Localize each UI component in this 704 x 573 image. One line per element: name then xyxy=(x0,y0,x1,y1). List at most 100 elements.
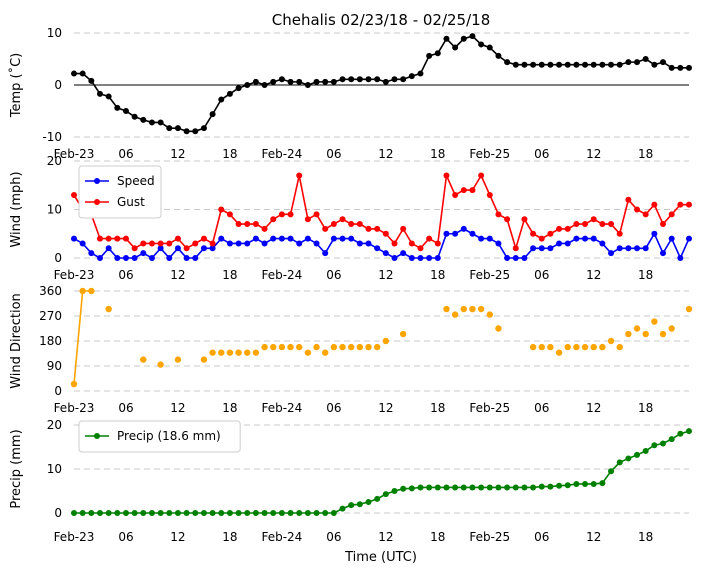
data-point xyxy=(495,325,502,332)
data-point xyxy=(304,82,311,88)
x-axis-label: Time (UTC) xyxy=(344,550,417,565)
data-point xyxy=(278,510,285,516)
data-point xyxy=(642,56,649,62)
data-point xyxy=(374,495,381,502)
data-point xyxy=(677,255,684,261)
x-tick-label: 12 xyxy=(586,530,601,544)
data-point xyxy=(313,78,320,85)
data-point xyxy=(486,311,493,318)
data-point xyxy=(426,235,433,242)
x-tick-label: 12 xyxy=(170,147,185,161)
data-point xyxy=(356,221,363,228)
data-point xyxy=(460,187,467,194)
data-point xyxy=(339,235,346,242)
data-point xyxy=(547,61,554,68)
data-point xyxy=(122,510,129,516)
data-point xyxy=(469,230,476,237)
y-tick-label: 10 xyxy=(47,203,62,217)
data-point xyxy=(131,255,138,261)
data-point xyxy=(599,480,606,487)
data-point xyxy=(131,245,138,252)
data-point xyxy=(122,255,129,261)
x-tick-label: 18 xyxy=(638,530,653,544)
panel-4: 0 10 20 Feb-23 06 12 18 Feb-24 06 12 18 Feb-25 06 12 1… xyxy=(9,418,692,544)
data-point xyxy=(634,451,641,458)
data-point xyxy=(218,349,225,356)
legend-box xyxy=(78,420,241,453)
data-point xyxy=(686,428,692,435)
data-point xyxy=(192,510,199,516)
data-point xyxy=(304,510,311,516)
data-point xyxy=(88,250,95,257)
data-point xyxy=(607,337,615,345)
y-tick-label: 90 xyxy=(47,359,62,373)
data-point xyxy=(555,349,563,356)
data-point xyxy=(486,44,493,51)
data-point xyxy=(538,245,545,252)
data-point xyxy=(408,255,415,261)
x-tick-label: Feb-24 xyxy=(261,401,302,415)
data-point xyxy=(443,172,450,179)
data-point xyxy=(114,255,121,261)
data-point xyxy=(642,447,649,454)
x-tick-label: Feb-25 xyxy=(469,401,510,415)
data-point xyxy=(330,78,337,85)
data-point xyxy=(573,61,580,68)
x-tick-label: 06 xyxy=(534,401,549,415)
data-point xyxy=(538,483,545,490)
data-point xyxy=(616,61,623,68)
data-point xyxy=(633,325,641,332)
x-tick-label: 18 xyxy=(638,401,653,415)
data-point xyxy=(443,230,450,237)
data-point xyxy=(244,221,251,228)
data-point xyxy=(590,216,597,223)
data-point xyxy=(573,480,580,487)
data-point xyxy=(287,343,294,351)
data-point xyxy=(330,221,337,228)
x-tick-label: Feb-24 xyxy=(261,530,302,544)
data-point xyxy=(218,96,225,103)
data-point xyxy=(452,44,459,51)
data-point xyxy=(512,61,519,68)
y-tick-label: 20 xyxy=(47,154,62,168)
data-point xyxy=(634,206,641,213)
data-point xyxy=(71,191,77,198)
data-point xyxy=(382,250,389,257)
data-point xyxy=(660,59,667,66)
data-point xyxy=(391,488,398,494)
data-point xyxy=(573,221,580,228)
data-point xyxy=(270,216,277,223)
y-tick-label: 10 xyxy=(47,26,62,40)
data-point xyxy=(599,61,606,68)
y-tick-label: 0 xyxy=(54,506,62,520)
data-point xyxy=(105,510,112,516)
data-point xyxy=(252,349,260,356)
data-point xyxy=(192,128,199,135)
x-tick-label: 06 xyxy=(118,147,133,161)
x-tick-label: 06 xyxy=(534,268,549,282)
data-point xyxy=(148,119,155,126)
data-point xyxy=(226,90,233,97)
data-point xyxy=(590,480,597,487)
data-point xyxy=(374,76,381,83)
data-point xyxy=(192,255,199,261)
data-point xyxy=(348,235,355,242)
data-point xyxy=(651,201,658,208)
series-gust xyxy=(71,172,692,252)
series-3 xyxy=(70,287,693,388)
data-point xyxy=(313,510,320,516)
data-point xyxy=(512,245,519,252)
legend-swatch-marker xyxy=(94,199,100,205)
x-tick-label: 06 xyxy=(534,530,549,544)
data-point xyxy=(296,240,303,247)
data-point xyxy=(478,484,485,491)
data-point xyxy=(400,250,407,257)
data-point xyxy=(313,343,320,351)
data-point xyxy=(148,510,155,516)
data-point xyxy=(417,70,424,77)
data-point xyxy=(287,78,294,85)
data-point xyxy=(71,70,77,77)
data-point xyxy=(660,221,667,228)
